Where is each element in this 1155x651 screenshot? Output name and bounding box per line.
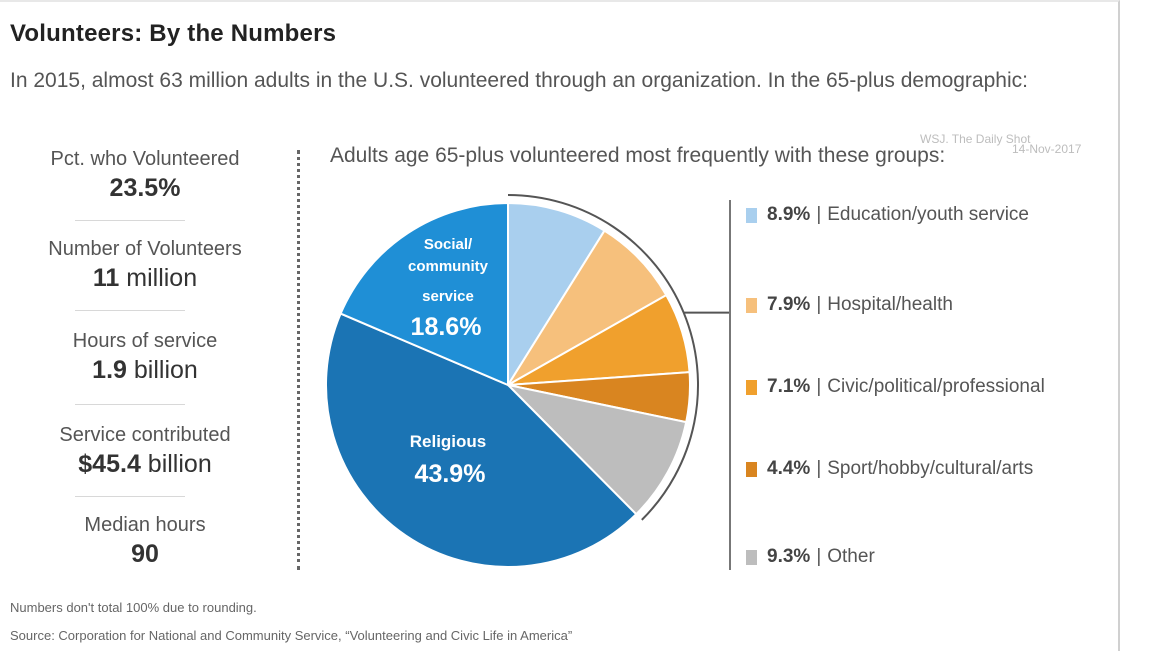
stat-label: Median hours [84,514,206,536]
stat-label: Pct. who Volunteered [50,148,240,170]
footnote-source: Source: Corporation for National and Com… [10,628,573,643]
stat-divider [75,496,185,497]
chart-subtitle: In 2015, almost 63 million adults in the… [10,69,1028,92]
stat-number-volunteers: Number of Volunteers 11 million [0,236,290,294]
legend-separator: | [816,294,822,315]
pie-slice-social-community-service [339,201,509,387]
legend-label: Sport/hobby/cultural/arts [827,458,1034,479]
watermark-source: WSJ. The Daily Shot [920,132,1031,146]
legend-label: Education/youth service [827,204,1029,225]
slice-value-religious: 43.9% [415,460,486,488]
legend-item-other: 9.3% | Other [746,546,875,568]
stats-panel: Pct. who Volunteered 23.5% Number of Vol… [0,140,290,580]
legend-value: 4.4% [767,458,811,479]
legend-swatch [746,461,757,477]
legend-value: 7.1% [767,376,811,397]
legend-separator: | [816,204,822,225]
slice-label-social-line2: community [408,258,489,275]
slice-label-social-line1: Social/ [424,236,473,253]
legend-item-education-youth-service: 8.9% | Education/youth service [746,204,1029,226]
legend-separator: | [816,546,822,567]
slice-label-religious: Religious [410,432,487,451]
legend-label: Hospital/health [827,294,953,315]
legend-item-civic-political-professional: 7.1% | Civic/political/professional [746,376,1045,398]
stat-value: 1.9 billion [92,356,198,384]
legend-item-sport-hobby-cultural-arts: 4.4% | Sport/hobby/cultural/arts [746,458,1033,480]
legend-swatch [746,549,757,565]
pie-slice-education-youth-service [507,201,606,389]
pie-slice-religious [325,312,638,568]
stat-divider [75,404,185,405]
legend-value: 9.3% [767,546,811,567]
stat-median-hours: Median hours 90 [0,512,290,570]
stat-value: $45.4 billion [78,450,212,478]
stat-label: Number of Volunteers [48,238,242,260]
stat-hours-service: Hours of service 1.9 billion [0,328,290,386]
stat-divider [75,310,185,311]
stat-label: Hours of service [72,330,218,352]
stat-pct-volunteered: Pct. who Volunteered 23.5% [0,146,290,204]
watermark-date: 14-Nov-2017 [1012,142,1082,156]
pie-slice-hospital-health [507,229,668,386]
legend-swatch [746,207,757,223]
chart-title: Volunteers: By the Numbers [10,20,337,47]
stat-service-contributed: Service contributed $45.4 billion [0,422,290,480]
legend-value: 8.9% [767,204,811,225]
legend-swatch [746,297,757,313]
slice-label-social-line3: service [422,288,474,305]
pie-legend: 8.9% | Education/youth service 7.9% | Hospita… [746,196,1136,586]
legend-label: Other [827,546,875,567]
legend-swatch [746,379,757,395]
chart-heading: Adults age 65-plus volunteered most freq… [330,144,946,167]
stat-label: Service contributed [59,424,231,446]
chart-frame [0,0,1120,651]
stat-value: 23.5% [109,174,181,202]
stat-divider [75,220,185,221]
legend-item-hospital-health: 7.9% | Hospital/health [746,294,953,316]
legend-separator: | [816,376,822,397]
group-bracket-arc [507,194,699,521]
stat-value: 90 [131,540,159,568]
legend-value: 7.9% [767,294,811,315]
footnote-rounding: Numbers don't total 100% due to rounding… [10,600,257,615]
pie-slice-other [504,383,688,516]
legend-label: Civic/political/professional [827,376,1045,397]
panel-separator [297,150,300,570]
slice-value-social: 18.6% [411,313,482,341]
legend-separator: | [816,458,822,479]
stat-value: 11 million [92,264,198,292]
